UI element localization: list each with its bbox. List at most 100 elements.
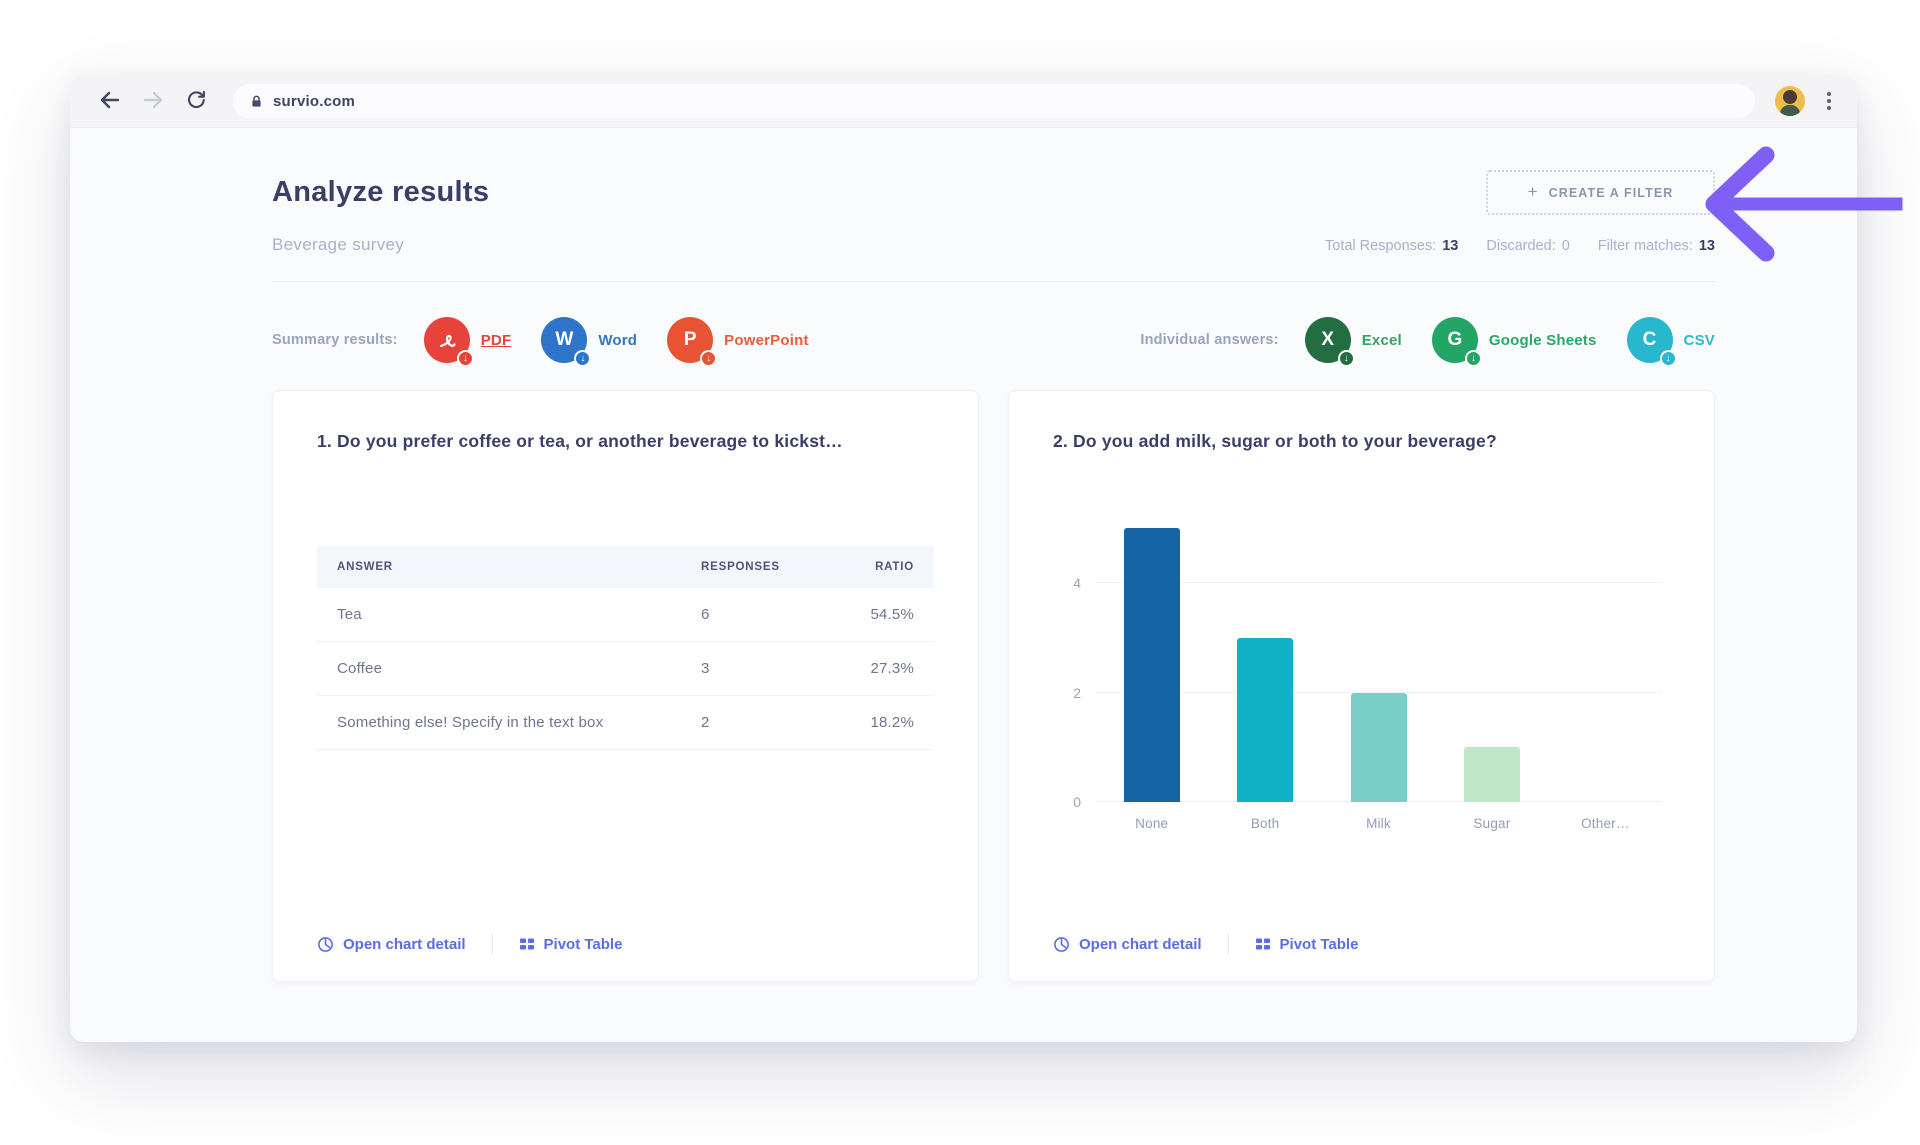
url-text: survio.com: [273, 92, 356, 110]
pivot-table-icon: [1255, 936, 1271, 952]
cell-responses: 2: [681, 695, 830, 750]
column-header-answer: ANSWER: [317, 546, 682, 588]
csv-icon: C ↓: [1626, 317, 1677, 367]
download-icon: ↓: [574, 350, 592, 367]
bar-slot: [1322, 692, 1435, 802]
browser-window: survio.com Analyze results + CREATE A FI…: [70, 75, 1857, 1042]
table-row: Something else! Specify in the text box 2…: [317, 695, 934, 750]
y-axis-tick: 2: [1073, 684, 1081, 701]
download-icon: ↓: [700, 350, 718, 367]
bar-slot: [1095, 528, 1208, 802]
pivot-table-link[interactable]: Pivot Table: [519, 936, 622, 953]
export-word[interactable]: W ↓ Word: [541, 317, 638, 367]
export-powerpoint[interactable]: P ↓ PowerPoint: [667, 317, 809, 367]
pdf-icon: ↓: [423, 317, 474, 367]
bars-container: [1095, 512, 1662, 802]
powerpoint-icon: P ↓: [667, 317, 718, 367]
summary-exports-group: Summary results: ↓ PDF W ↓ Word P ↓ PowerPoint: [272, 317, 809, 367]
individual-answers-label: Individual answers:: [1140, 332, 1279, 348]
back-icon: [98, 88, 122, 115]
chart-detail-icon: [1053, 936, 1070, 953]
bar-sugar: [1463, 747, 1520, 802]
cell-responses: 6: [681, 588, 830, 642]
excel-icon: X ↓: [1304, 317, 1355, 367]
forward-icon: [141, 88, 165, 115]
refresh-icon: [185, 89, 207, 114]
open-chart-detail-link[interactable]: Open chart detail: [1053, 936, 1202, 953]
refresh-button[interactable]: [182, 87, 210, 115]
browser-menu-icon[interactable]: [1821, 88, 1837, 114]
column-header-responses: RESPONSES: [681, 546, 830, 588]
question-2-title: 2. Do you add milk, sugar or both to you…: [1053, 431, 1497, 451]
question-1-title: 1. Do you prefer coffee or tea, or anoth…: [317, 431, 843, 451]
bar-milk: [1350, 692, 1407, 802]
response-stats: Total Responses: 13 Discarded: 0 Filter matc…: [1325, 238, 1715, 254]
gridline: [1095, 582, 1662, 584]
chart-x-labels: None Both Milk Sugar Other…: [1095, 816, 1662, 831]
card-2-footer: Open chart detail Pivot Table: [1053, 915, 1670, 955]
open-chart-detail-link[interactable]: Open chart detail: [317, 936, 466, 953]
summary-results-label: Summary results:: [272, 332, 398, 348]
browser-toolbar: survio.com: [70, 75, 1857, 128]
cell-answer: Tea: [317, 588, 682, 642]
cell-answer: Coffee: [317, 641, 682, 696]
table-row: Tea 6 54.5%: [317, 588, 934, 642]
download-icon: ↓: [456, 350, 474, 367]
create-filter-button[interactable]: + CREATE A FILTER: [1486, 170, 1715, 215]
word-icon: W ↓: [541, 317, 592, 367]
csv-label: CSV: [1683, 331, 1715, 349]
footer-divider: [1227, 933, 1229, 955]
plus-icon: +: [1527, 181, 1539, 201]
chart-detail-icon: [317, 936, 334, 953]
back-button[interactable]: [96, 87, 124, 115]
x-axis-label: Other…: [1581, 816, 1630, 831]
header-divider: [272, 281, 1715, 282]
create-filter-label: CREATE A FILTER: [1548, 185, 1674, 200]
export-pdf[interactable]: ↓ PDF: [423, 317, 512, 367]
google-sheets-icon: G ↓: [1431, 317, 1482, 367]
bar-slot: [1208, 637, 1321, 802]
survey-name: Beverage survey: [272, 235, 405, 254]
x-axis-label: Both: [1250, 816, 1280, 831]
google-sheets-label: Google Sheets: [1488, 331, 1597, 349]
export-google-sheets[interactable]: G ↓ Google Sheets: [1431, 317, 1597, 367]
bar-none: [1123, 528, 1180, 802]
lock-icon: [249, 94, 264, 109]
x-axis-label: Milk: [1366, 816, 1391, 831]
column-header-ratio: RATIO: [829, 546, 934, 588]
cell-ratio: 54.5%: [829, 588, 934, 642]
bar-both: [1237, 637, 1294, 802]
download-icon: ↓: [1464, 350, 1482, 367]
gridline: [1095, 691, 1662, 693]
powerpoint-label: PowerPoint: [724, 331, 809, 349]
download-icon: ↓: [1337, 350, 1355, 367]
cell-ratio: 27.3%: [829, 641, 934, 696]
pdf-label: PDF: [480, 331, 512, 349]
x-axis-label: Sugar: [1473, 816, 1511, 831]
download-icon: ↓: [1659, 350, 1677, 367]
forward-button[interactable]: [139, 87, 167, 115]
y-axis-tick: 4: [1073, 575, 1081, 592]
individual-exports-group: Individual answers: X ↓ Excel G ↓ Google Shee…: [1140, 317, 1715, 367]
bar-slot: [1435, 747, 1548, 802]
excel-label: Excel: [1361, 331, 1402, 349]
x-axis-label: None: [1135, 816, 1169, 831]
main-content: Analyze results + CREATE A FILTER Bevera…: [70, 170, 1857, 982]
export-excel[interactable]: X ↓ Excel: [1304, 317, 1402, 367]
question-card-1: 1. Do you prefer coffee or tea, or anoth…: [272, 390, 979, 982]
export-csv[interactable]: C ↓ CSV: [1626, 317, 1715, 367]
address-bar[interactable]: survio.com: [233, 84, 1755, 118]
bar-chart: 0 2 4 None Both Milk Sugar Other…: [1053, 512, 1670, 831]
avatar[interactable]: [1775, 86, 1805, 116]
question-card-2: 2. Do you add milk, sugar or both to you…: [1008, 390, 1715, 982]
footer-divider: [491, 933, 493, 955]
pivot-table-link[interactable]: Pivot Table: [1255, 936, 1358, 953]
cell-answer: Something else! Specify in the text box: [317, 695, 682, 750]
pivot-table-icon: [519, 936, 535, 952]
stat-item: Discarded: 0: [1486, 238, 1570, 254]
word-label: Word: [598, 331, 638, 349]
cell-ratio: 18.2%: [829, 695, 934, 750]
stat-item: Filter matches: 13: [1597, 238, 1715, 254]
export-row: Summary results: ↓ PDF W ↓ Word P ↓ PowerPoint …: [272, 312, 1715, 368]
